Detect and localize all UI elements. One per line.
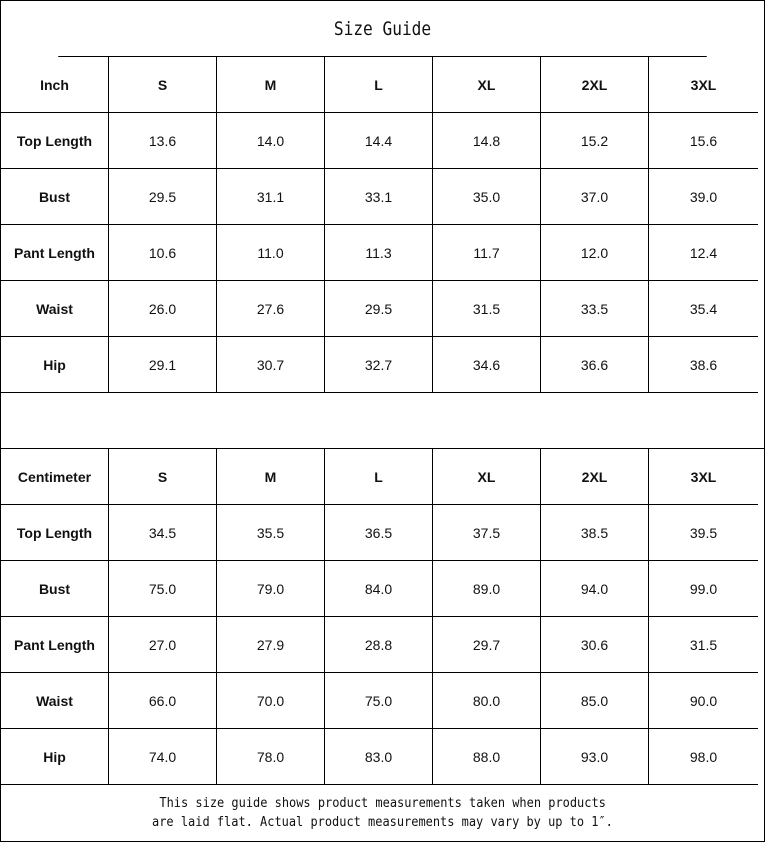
- row-label: Pant Length: [1, 225, 109, 281]
- measurement-cell: 31.1: [217, 169, 325, 225]
- measurement-cell: 38.6: [649, 337, 758, 393]
- measurement-cell: 36.6: [541, 337, 649, 393]
- measurement-cell: 29.7: [433, 617, 541, 673]
- row-label: Waist: [1, 281, 109, 337]
- row-label: Top Length: [1, 113, 109, 169]
- size-header: 2XL: [541, 449, 649, 505]
- row-label: Pant Length: [1, 617, 109, 673]
- footer-line-2: are laid flat. Actual product measuremen…: [152, 815, 613, 830]
- measurement-cell: 35.4: [649, 281, 758, 337]
- measurement-cell: 27.0: [109, 617, 217, 673]
- measurement-cell: 37.0: [541, 169, 649, 225]
- measurement-cell: 79.0: [217, 561, 325, 617]
- measurement-cell: 31.5: [433, 281, 541, 337]
- row-label: Top Length: [1, 505, 109, 561]
- measurement-cell: 15.6: [649, 113, 758, 169]
- measurement-cell: 35.5: [217, 505, 325, 561]
- measurement-cell: 85.0: [541, 673, 649, 729]
- measurement-cell: 32.7: [325, 337, 433, 393]
- size-header: XL: [433, 57, 541, 113]
- size-header: XL: [433, 449, 541, 505]
- row-label: Hip: [1, 729, 109, 785]
- measurement-cell: 29.1: [109, 337, 217, 393]
- centimeter-table: Centimeter S M L XL 2XL 3XL Top Length 34.5 35.5 3…: [1, 449, 764, 785]
- measurement-cell: 33.1: [325, 169, 433, 225]
- size-header: 3XL: [649, 449, 758, 505]
- measurement-cell: 27.6: [217, 281, 325, 337]
- unit-header: Inch: [1, 57, 109, 113]
- measurement-cell: 12.0: [541, 225, 649, 281]
- measurement-cell: 30.6: [541, 617, 649, 673]
- measurement-cell: 34.5: [109, 505, 217, 561]
- measurement-cell: 10.6: [109, 225, 217, 281]
- measurement-cell: 80.0: [433, 673, 541, 729]
- measurement-cell: 35.0: [433, 169, 541, 225]
- measurement-cell: 30.7: [217, 337, 325, 393]
- measurement-cell: 78.0: [217, 729, 325, 785]
- measurement-cell: 29.5: [325, 281, 433, 337]
- measurement-cell: 74.0: [109, 729, 217, 785]
- measurement-cell: 83.0: [325, 729, 433, 785]
- measurement-cell: 89.0: [433, 561, 541, 617]
- size-header: S: [109, 57, 217, 113]
- size-header: L: [325, 57, 433, 113]
- size-header: L: [325, 449, 433, 505]
- measurement-cell: 39.0: [649, 169, 758, 225]
- measurement-cell: 34.6: [433, 337, 541, 393]
- row-label: Bust: [1, 169, 109, 225]
- page-title: Size Guide: [58, 1, 707, 57]
- measurement-cell: 66.0: [109, 673, 217, 729]
- measurement-cell: 11.7: [433, 225, 541, 281]
- measurement-cell: 36.5: [325, 505, 433, 561]
- measurement-cell: 28.8: [325, 617, 433, 673]
- footer-line-1: This size guide shows product measuremen…: [159, 796, 606, 811]
- spacer-row: [1, 393, 764, 449]
- measurement-cell: 11.0: [217, 225, 325, 281]
- measurement-cell: 33.5: [541, 281, 649, 337]
- measurement-cell: 98.0: [649, 729, 758, 785]
- measurement-cell: 14.4: [325, 113, 433, 169]
- measurement-cell: 27.9: [217, 617, 325, 673]
- size-header: 3XL: [649, 57, 758, 113]
- size-header: 2XL: [541, 57, 649, 113]
- measurement-cell: 93.0: [541, 729, 649, 785]
- size-header: M: [217, 57, 325, 113]
- measurement-cell: 13.6: [109, 113, 217, 169]
- size-header: M: [217, 449, 325, 505]
- measurement-cell: 90.0: [649, 673, 758, 729]
- measurement-cell: 70.0: [217, 673, 325, 729]
- unit-header: Centimeter: [1, 449, 109, 505]
- row-label: Hip: [1, 337, 109, 393]
- measurement-cell: 37.5: [433, 505, 541, 561]
- row-label: Bust: [1, 561, 109, 617]
- measurement-cell: 99.0: [649, 561, 758, 617]
- measurement-cell: 75.0: [109, 561, 217, 617]
- inch-table: Inch S M L XL 2XL 3XL Top Length 13.6 14.0 14.4 14.…: [1, 57, 764, 393]
- measurement-cell: 14.8: [433, 113, 541, 169]
- measurement-cell: 12.4: [649, 225, 758, 281]
- measurement-cell: 75.0: [325, 673, 433, 729]
- measurement-cell: 15.2: [541, 113, 649, 169]
- measurement-cell: 29.5: [109, 169, 217, 225]
- measurement-cell: 11.3: [325, 225, 433, 281]
- row-label: Waist: [1, 673, 109, 729]
- measurement-cell: 38.5: [541, 505, 649, 561]
- measurement-cell: 14.0: [217, 113, 325, 169]
- measurement-cell: 94.0: [541, 561, 649, 617]
- measurement-cell: 26.0: [109, 281, 217, 337]
- measurement-cell: 39.5: [649, 505, 758, 561]
- footer-note: This size guide shows product measuremen…: [1, 785, 764, 841]
- measurement-cell: 84.0: [325, 561, 433, 617]
- measurement-cell: 31.5: [649, 617, 758, 673]
- measurement-cell: 88.0: [433, 729, 541, 785]
- size-header: S: [109, 449, 217, 505]
